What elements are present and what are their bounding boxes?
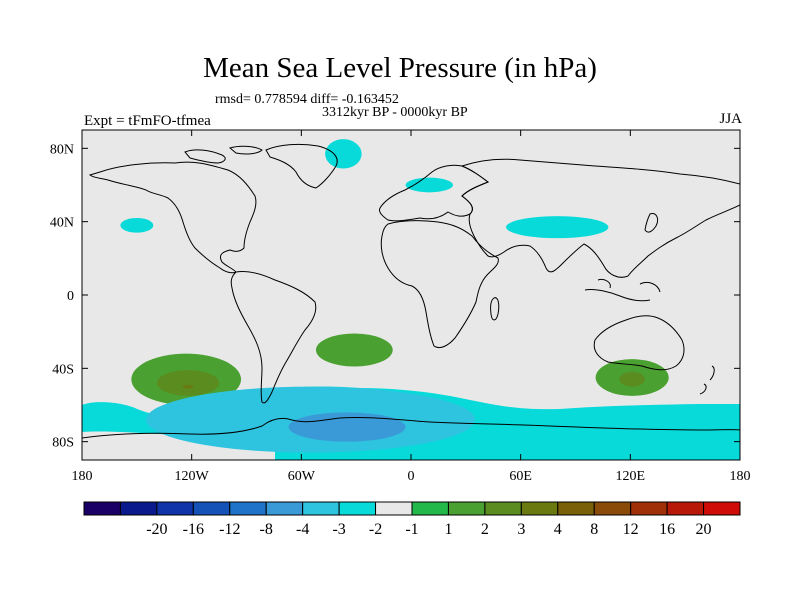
anomaly-greenland-low [325,139,362,169]
colorbar-label: 8 [590,521,598,538]
colorbar-label: 20 [696,521,712,538]
coast-south-america [230,271,317,404]
colorbar-swatch [520,501,559,516]
colorbar-label: 4 [554,521,562,538]
colorbar-label: -20 [146,521,167,538]
coast-greenland [265,143,338,189]
colorbar-swatch [630,501,668,516]
colorbar-swatch [338,501,377,516]
coast-north-america [88,161,257,274]
colorbar-label: 2 [481,521,489,538]
experiment-label: Expt = tFmFO-tfmea [84,113,211,129]
colorbar-label: -3 [332,521,345,538]
colorbar-label: -16 [183,521,204,538]
coast-madagascar [490,297,500,321]
colorbar-swatch [156,501,194,516]
colorbar-swatch [703,501,741,516]
lat-tick-label: 80N [50,142,74,157]
lat-tick-label: 40S [52,362,74,377]
lat-tick-label: 0 [67,289,74,304]
colorbar-label: -12 [219,521,240,538]
colorbar-swatch [229,501,267,516]
lat-tick-label: 40N [50,216,74,231]
season-label: JJA [719,111,742,127]
colorbar-label: 1 [444,521,452,538]
coast-japan [644,213,659,233]
colorbar-label: 3 [517,521,525,538]
anomaly-pacific-low [120,218,154,233]
plot-title: Mean Sea Level Pressure (in hPa) [203,52,597,84]
lon-tick-label: 60E [509,469,532,484]
colorbar-swatch [593,501,632,516]
colorbar-label: 12 [623,521,639,538]
coast-africa [380,220,499,349]
coast-australia [593,315,685,371]
colorbar-label: -1 [405,521,418,538]
lat-tick-label: 80S [52,436,74,451]
coast-asia [460,158,740,278]
coast-arctic-islands [184,145,263,164]
colorbar-swatch [119,501,158,516]
colorbar-swatch [447,501,486,516]
colorbar-swatch [484,501,522,516]
lon-tick-label: 120W [175,469,210,484]
anomaly-north-atlantic-low [405,177,454,193]
coast-new-zealand [699,365,715,395]
colorbar-label: -2 [369,521,382,538]
colorbar-swatch [666,501,705,516]
lon-tick-label: 0 [408,469,415,484]
colorbar-swatch [557,501,595,516]
colorbar-label: -8 [260,521,273,538]
colorbar-label: 16 [659,521,675,538]
stats-label: rmsd= 0.778594 diff= -0.163452 [215,92,399,107]
colorbar-label: -4 [296,521,309,538]
period-label: 3312kyr BP - 0000kyr BP [322,105,468,120]
lon-tick-label: 60W [288,469,316,484]
colorbar-swatch [411,501,449,516]
axis-ticks: 180 120W 60W 0 60E 120E 180 80N 40N 0 40S 80S [50,130,751,484]
anomaly-south-atlantic-high [315,333,393,367]
anomaly-south-pacific-high-center [182,384,194,389]
colorbar-swatch [265,501,304,516]
anomaly-south-pacific-high-core [156,370,220,396]
coast-indonesia [584,279,661,302]
colorbar-swatch [83,501,121,516]
colorbar-swatch [192,501,231,516]
coast-antarctica [82,416,740,439]
lon-tick-label: 180 [72,469,93,484]
lon-tick-label: 120E [616,469,646,484]
lon-tick-label: 180 [730,469,751,484]
coastlines [82,143,740,439]
colorbar-swatch [302,501,340,516]
anomaly-southern-ocean-low-core [288,412,406,442]
colorbar-swatch [375,501,413,516]
anomaly-south-indian-high-core [619,372,645,387]
anomaly-asia-low [506,216,609,239]
colorbar: -20 -16 -12 -8 -4 -3 -2 -1 1 2 3 4 8 12 16 20 [83,501,741,538]
